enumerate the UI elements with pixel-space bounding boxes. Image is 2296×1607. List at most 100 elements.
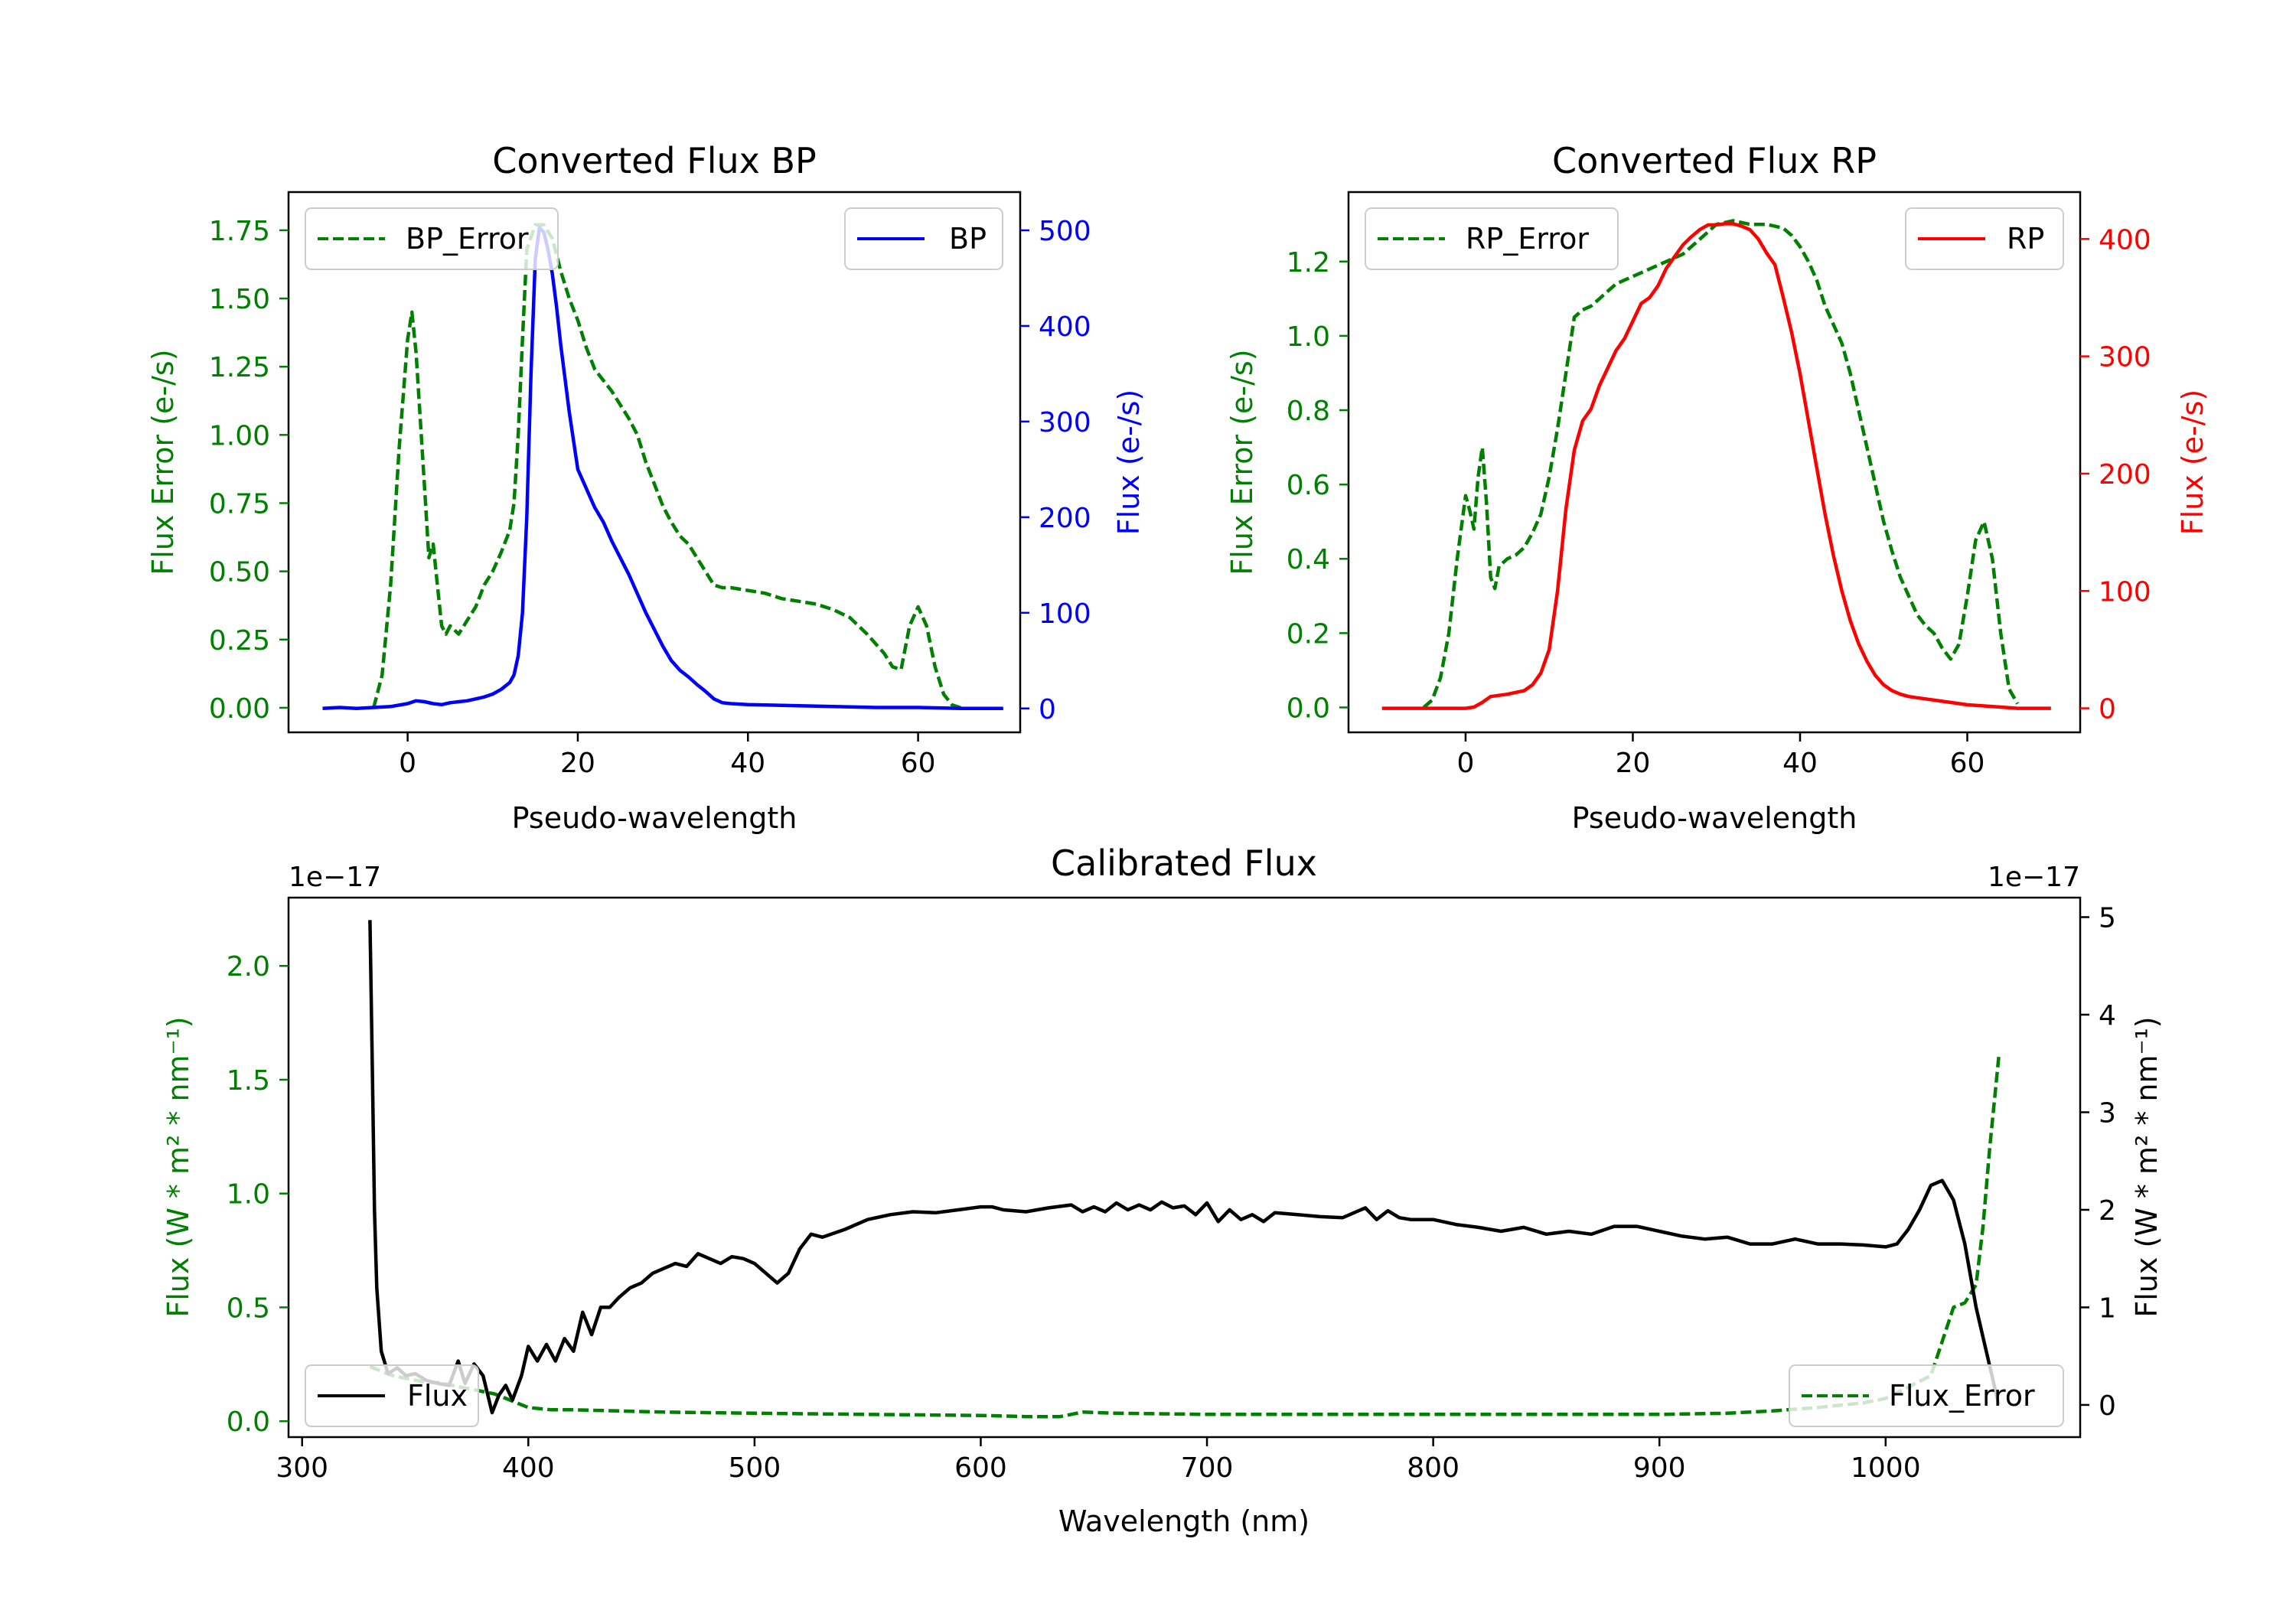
bp-title: Converted Flux BP [492, 140, 817, 181]
rp-x-ticks: 0 20 40 60 [1457, 732, 1985, 779]
cal-left-y-label: Flux (W * m² * nm⁻¹) [161, 1016, 195, 1317]
cal-legend-right: Flux_Error [1789, 1364, 2064, 1427]
bp-x-ticks: 0 20 40 60 [399, 732, 936, 779]
rp-left-tick-label: 0.6 [1287, 470, 1330, 501]
cal-left-tick-label: 1.5 [227, 1065, 270, 1097]
cal-right-offset: 1e−17 [1988, 862, 2080, 893]
bp-panel: 0 20 40 60 0.00 0.25 0.50 0.75 1.00 1.25 1.50 1.75… [146, 140, 1146, 835]
cal-series-flux [368, 920, 2001, 1415]
cal-left-tick-label: 2.0 [227, 951, 270, 983]
bp-left-tick-label: 0.75 [209, 488, 270, 520]
bp-x-tick-label: 60 [901, 748, 936, 779]
cal-left-offset: 1e−17 [289, 862, 381, 893]
bp-right-tick-label: 100 [1039, 598, 1091, 630]
cal-legend-right-label: Flux_Error [1889, 1379, 2035, 1413]
cal-x-tick-label: 700 [1181, 1452, 1234, 1484]
rp-left-tick-label: 1.0 [1287, 321, 1330, 353]
rp-right-y-label: Flux (e-/s) [2176, 390, 2210, 535]
rp-x-tick-label: 40 [1782, 748, 1818, 779]
cal-x-label: Wavelength (nm) [1058, 1504, 1309, 1538]
cal-x-tick-label: 900 [1633, 1452, 1686, 1484]
rp-x-tick-label: 0 [1457, 748, 1475, 779]
cal-x-ticks: 300 400 500 600 700 800 900 1000 [276, 1437, 1921, 1484]
bp-plot-area [322, 223, 1003, 711]
bp-right-ticks: 0 100 200 300 400 500 [1020, 216, 1091, 725]
bp-right-y-label: Flux (e-/s) [1112, 390, 1146, 535]
bp-right-tick-label: 400 [1039, 311, 1091, 343]
rp-legend-right-label: RP [2007, 222, 2044, 256]
bp-x-label: Pseudo-wavelength [512, 801, 797, 835]
cal-left-tick-label: 0.5 [227, 1292, 270, 1324]
rp-left-tick-label: 0.8 [1287, 396, 1330, 427]
rp-left-ticks: 0.0 0.2 0.4 0.6 0.8 1.0 1.2 [1287, 247, 1349, 724]
cal-series-flux-error [369, 1056, 2001, 1419]
cal-x-tick-label: 400 [502, 1452, 555, 1484]
cal-x-tick-label: 600 [954, 1452, 1007, 1484]
cal-right-tick-label: 1 [2099, 1292, 2116, 1324]
rp-x-tick-label: 60 [1950, 748, 1985, 779]
bp-left-tick-label: 1.25 [209, 352, 270, 383]
bp-right-tick-label: 500 [1039, 216, 1091, 247]
bp-right-tick-label: 300 [1039, 407, 1091, 438]
rp-left-tick-label: 0.0 [1287, 693, 1330, 724]
cal-right-tick-label: 3 [2099, 1097, 2116, 1129]
bp-left-tick-label: 1.75 [209, 216, 270, 247]
bp-left-tick-label: 0.50 [209, 557, 270, 588]
bp-right-tick-label: 0 [1039, 694, 1056, 725]
cal-legend-left-label: Flux [407, 1379, 468, 1413]
bp-right-tick-label: 200 [1039, 503, 1091, 534]
cal-right-y-label: Flux (W * m² * nm⁻¹) [2130, 1016, 2164, 1317]
rp-left-tick-label: 0.4 [1287, 544, 1330, 575]
bp-x-tick-label: 0 [399, 748, 416, 779]
cal-x-tick-label: 300 [276, 1452, 328, 1484]
bp-legend-left-label: BP_Error [406, 222, 529, 256]
bp-left-tick-label: 1.00 [209, 420, 270, 451]
rp-title: Converted Flux RP [1552, 140, 1877, 181]
cal-plot-area [368, 920, 2001, 1419]
rp-x-label: Pseudo-wavelength [1572, 801, 1857, 835]
cal-title: Calibrated Flux [1051, 843, 1317, 884]
rp-left-y-label: Flux Error (e-/s) [1225, 349, 1259, 575]
cal-x-tick-label: 1000 [1851, 1452, 1921, 1484]
bp-legend-left: BP_Error [305, 207, 559, 270]
bp-left-tick-label: 0.00 [209, 693, 270, 725]
bp-x-tick-label: 20 [560, 748, 595, 779]
cal-panel: 300 400 500 600 700 800 900 1000 0.0 0.5 1.0 1.5 2.… [161, 843, 2164, 1538]
rp-right-tick-label: 0 [2099, 694, 2116, 725]
rp-plot-area [1381, 219, 2051, 710]
rp-series-rp [1381, 222, 2051, 710]
rp-right-ticks: 0 100 200 300 400 [2080, 224, 2151, 725]
cal-x-tick-label: 800 [1407, 1452, 1459, 1484]
bp-series-bp-error [372, 223, 961, 710]
cal-legend-left: Flux [305, 1364, 479, 1427]
rp-right-tick-label: 300 [2099, 342, 2151, 373]
cal-left-tick-label: 0.0 [227, 1407, 270, 1438]
bp-x-tick-label: 40 [730, 748, 765, 779]
cal-right-tick-label: 2 [2099, 1195, 2116, 1227]
rp-left-tick-label: 1.2 [1287, 247, 1330, 279]
rp-axes-frame [1347, 191, 2082, 734]
cal-x-tick-label: 500 [729, 1452, 781, 1484]
rp-legend-right: RP [1905, 207, 2064, 270]
rp-legend-left-label: RP_Error [1466, 222, 1589, 256]
rp-panel: 0 20 40 60 0.0 0.2 0.4 0.6 0.8 1.0 1.2 0 100 200 300… [1225, 140, 2210, 835]
cal-right-tick-label: 5 [2099, 902, 2116, 934]
rp-legend-left: RP_Error [1365, 207, 1619, 270]
cal-right-tick-label: 4 [2099, 1000, 2116, 1032]
cal-right-ticks: 0 1 2 3 4 5 [2080, 902, 2116, 1422]
cal-left-tick-label: 1.0 [227, 1179, 270, 1211]
bp-left-tick-label: 1.50 [209, 284, 270, 315]
rp-right-tick-label: 100 [2099, 576, 2151, 608]
cal-axes-frame [287, 896, 2082, 1439]
bp-left-ticks: 0.00 0.25 0.50 0.75 1.00 1.25 1.50 1.75 [209, 216, 289, 725]
cal-right-tick-label: 0 [2099, 1390, 2116, 1422]
rp-right-tick-label: 200 [2099, 459, 2151, 491]
rp-right-tick-label: 400 [2099, 224, 2151, 256]
bp-legend-right: BP [844, 207, 1003, 270]
rp-left-tick-label: 0.2 [1287, 618, 1330, 650]
rp-x-tick-label: 20 [1616, 748, 1651, 779]
rp-series-rp-error [1422, 219, 2020, 709]
bp-axes-frame [287, 191, 1022, 734]
bp-left-tick-label: 0.25 [209, 625, 270, 657]
